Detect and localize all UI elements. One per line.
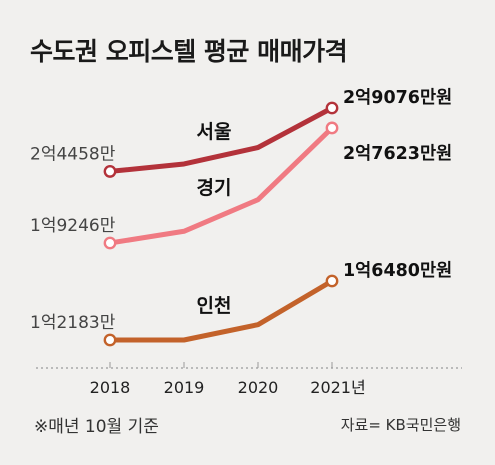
start-value-label: 2억4458만 bbox=[30, 144, 116, 164]
series-name-label: 서울 bbox=[197, 121, 232, 143]
start-value-label: 1억9246만 bbox=[30, 216, 116, 236]
source-credit: 자료= KB국민은행 bbox=[340, 416, 461, 434]
data-point bbox=[325, 101, 339, 115]
data-point bbox=[103, 333, 117, 347]
x-tick-label: 2019 bbox=[164, 378, 205, 397]
footnote: ※매년 10월 기준 bbox=[34, 417, 159, 437]
x-axis: 2018 2019 2020 2021년 bbox=[36, 362, 462, 397]
x-tick-label: 2021년 bbox=[310, 378, 365, 397]
chart-title: 수도권 오피스텔 평균 매매가격 bbox=[30, 37, 348, 66]
start-value-label: 1억2183만 bbox=[30, 313, 116, 333]
end-value-label: 1억6480만원 bbox=[343, 261, 452, 281]
series-line bbox=[107, 125, 335, 246]
x-tick-label: 2018 bbox=[90, 378, 131, 397]
data-point bbox=[103, 236, 117, 250]
series-line bbox=[107, 278, 335, 343]
series-name-label: 경기 bbox=[197, 177, 232, 199]
x-tick-label: 2020 bbox=[238, 378, 279, 397]
series-line bbox=[107, 105, 335, 174]
end-value-label: 2억9076만원 bbox=[343, 88, 452, 108]
data-point bbox=[325, 274, 339, 288]
series-name-label: 인천 bbox=[197, 295, 232, 317]
data-point bbox=[325, 121, 339, 135]
data-point bbox=[103, 165, 117, 178]
end-value-label: 2억7623만원 bbox=[343, 144, 452, 164]
